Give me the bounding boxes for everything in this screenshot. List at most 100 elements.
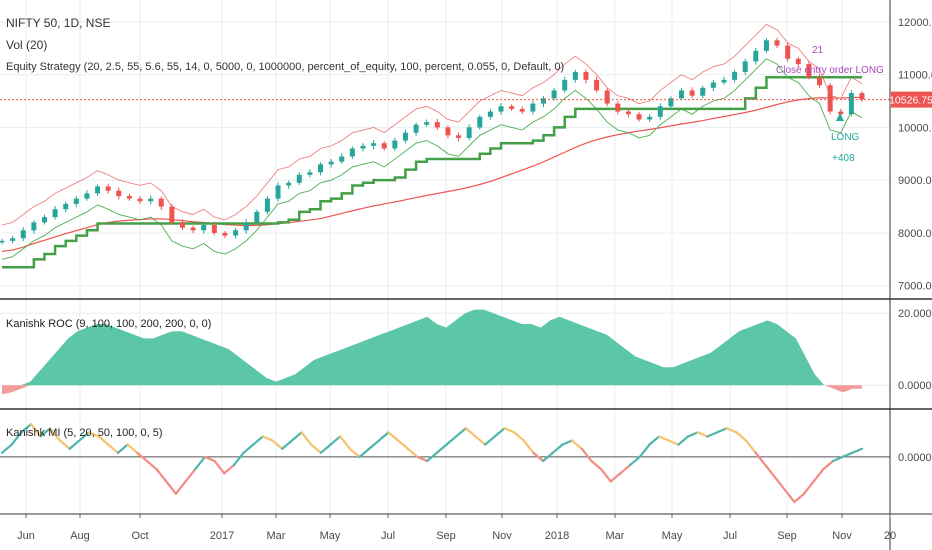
candle-body: [466, 127, 472, 138]
mi-segment: [638, 443, 651, 459]
mi-axis[interactable]: 0.0000: [898, 452, 932, 464]
time-tick-label: Mar: [606, 530, 625, 542]
candle-body: [116, 190, 122, 196]
mi-segment: [416, 455, 429, 463]
roc-panel[interactable]: [2, 309, 862, 395]
candle-body: [286, 182, 292, 186]
price-axis[interactable]: 12000.00 11000.00 10000.00 9000.00 8000.00 70…: [898, 17, 932, 293]
mi-segment: [455, 427, 467, 438]
candle-body: [10, 238, 16, 241]
candle-body: [148, 198, 154, 202]
symbol-title[interactable]: NIFTY 50, 1D, NSE: [6, 16, 110, 30]
mi-segment: [696, 431, 709, 438]
candle-body: [498, 106, 504, 112]
mi-segment: [87, 431, 100, 438]
candle-body: [31, 222, 37, 231]
candle-body: [424, 122, 430, 125]
price-tick-label: 9000.00: [898, 175, 932, 187]
mi-segment: [58, 439, 71, 450]
time-axis[interactable]: Jun Aug Oct 2017 Mar May Jul Sep Nov 2018 Mar May Ju…: [17, 514, 896, 542]
time-tick-label: Nov: [492, 530, 512, 542]
roc-tick-label: 20.0000: [898, 308, 932, 320]
candle-body: [753, 50, 759, 62]
time-tick-label: 2017: [210, 530, 234, 542]
candle-body: [477, 116, 483, 128]
mi-segment: [271, 439, 284, 450]
candle-body: [158, 198, 164, 207]
mi-segment: [600, 468, 612, 483]
mi-segment: [706, 431, 719, 438]
candle-body: [572, 71, 578, 80]
mi-segment: [571, 439, 583, 450]
lower-band-line: [1, 58, 863, 260]
close-entry-annotation: Close entry order LONG: [776, 65, 884, 76]
candle-body: [583, 71, 589, 80]
volume-indicator-title[interactable]: Vol (20): [6, 38, 47, 52]
mi-segment: [754, 451, 767, 467]
candle-body: [456, 135, 462, 138]
roc-axis[interactable]: 20.0000 0.0000: [898, 308, 932, 392]
candle-body: [95, 186, 101, 194]
mi-segment: [793, 492, 806, 504]
mi-segment: [310, 443, 322, 454]
candle-body: [0, 240, 5, 243]
candle-body: [73, 198, 79, 204]
price-panel[interactable]: [0, 23, 890, 269]
time-tick-label: 20: [884, 530, 896, 542]
mi-segment: [725, 427, 738, 434]
candle-body: [381, 143, 387, 149]
price-candles: [0, 37, 865, 245]
mi-segment: [368, 439, 380, 450]
strategy-title[interactable]: Equity Strategy (20, 2.5, 55, 5.6, 55, 1…: [6, 61, 564, 73]
time-tick-label: 2018: [545, 530, 569, 542]
candle-body: [530, 103, 536, 112]
candle-body: [222, 232, 228, 236]
candle-body: [679, 90, 685, 99]
mi-segment: [126, 443, 139, 454]
mi-segment: [261, 435, 274, 442]
candle-body: [859, 93, 865, 100]
time-tick-label: Mar: [267, 530, 286, 542]
mi-segment: [619, 463, 632, 475]
mi-segment: [97, 435, 110, 446]
candle-body: [126, 196, 132, 199]
candle-body: [275, 185, 281, 199]
mi-segment: [29, 423, 42, 438]
candle-body: [243, 222, 249, 231]
mi-segment: [20, 423, 33, 434]
mi-segment: [764, 463, 777, 479]
candle-body: [318, 164, 324, 173]
mi-segment: [165, 480, 178, 495]
candle-body: [689, 90, 695, 96]
candle-body: [371, 143, 377, 146]
price-tick-label: 12000.00: [898, 17, 932, 29]
candle-body: [105, 186, 111, 191]
candle-body: [328, 161, 334, 165]
candle-body: [201, 225, 207, 231]
mi-segment: [0, 443, 13, 454]
mi-segment: [290, 431, 303, 442]
time-tick-label: May: [320, 530, 341, 542]
price-tick-label: 8000.00: [898, 228, 932, 240]
mi-segment: [39, 427, 52, 438]
mi-segment: [735, 431, 748, 442]
mi-panel[interactable]: [0, 423, 890, 504]
mi-segment: [609, 472, 622, 483]
time-tick-label: Sep: [436, 530, 456, 542]
mi-segment: [232, 451, 245, 467]
mi-segment: [542, 451, 554, 463]
time-tick-label: Jul: [381, 530, 395, 542]
candle-body: [668, 98, 674, 107]
mi-segment: [561, 439, 574, 446]
roc-title[interactable]: Kanishk ROC (9, 100, 100, 200, 200, 0, 0…: [6, 318, 211, 330]
candle-body: [20, 230, 26, 239]
mi-line: [0, 423, 864, 504]
candle-body: [445, 127, 451, 136]
mi-title[interactable]: Kanishk MI (5, 20, 50, 100, 0, 5): [6, 427, 163, 439]
mi-segment: [116, 443, 129, 454]
mi-segment: [851, 447, 864, 454]
roc-tick-label: 0.0000: [898, 380, 932, 392]
mi-segment: [426, 451, 438, 463]
mi-segment: [174, 480, 187, 495]
